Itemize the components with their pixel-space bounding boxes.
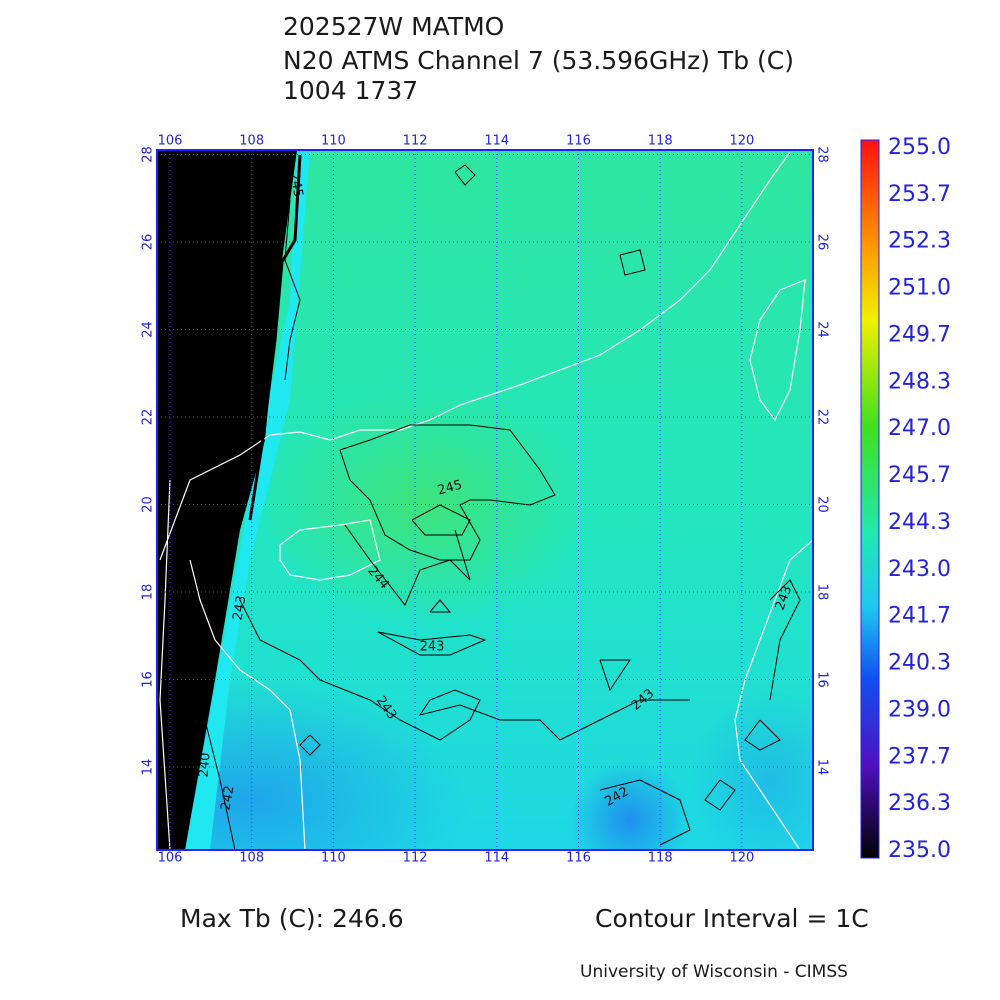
contour-label: 242 <box>218 784 237 811</box>
contour-label: 243 <box>420 640 445 655</box>
colorbar-label: 236.3 <box>888 791 951 816</box>
colorbar-label: 244.3 <box>888 510 951 535</box>
lat-label: 14 <box>815 759 830 776</box>
contour-interval: Contour Interval = 1C <box>595 904 869 933</box>
lat-label: 16 <box>815 671 830 688</box>
map-field <box>157 150 813 850</box>
lat-label: 28 <box>815 146 830 163</box>
contour-label: 240 <box>196 752 213 778</box>
max-tb: Max Tb (C): 246.6 <box>180 904 404 933</box>
lon-label: 120 <box>729 134 754 149</box>
lat-label: 18 <box>815 584 830 601</box>
lon-label: 106 <box>158 851 183 866</box>
lon-label: 108 <box>239 851 264 866</box>
lat-label: 22 <box>141 409 156 426</box>
lat-label: 26 <box>141 234 156 251</box>
lon-label: 116 <box>566 851 591 866</box>
title-line: 202527W MATMO <box>283 12 504 41</box>
map-frame <box>156 149 814 851</box>
lat-label: 18 <box>141 584 156 601</box>
lon-label: 118 <box>648 851 673 866</box>
lon-label: 110 <box>321 134 346 149</box>
contours <box>199 164 801 850</box>
credit: University of Wisconsin - CIMSS <box>580 962 848 982</box>
colorbar-label: 235.0 <box>888 838 951 863</box>
colorbar-label: 253.7 <box>888 182 951 207</box>
lat-label: 24 <box>141 321 156 338</box>
colorbar-label: 249.7 <box>888 322 951 347</box>
coastline <box>159 151 813 850</box>
lat-label: 20 <box>815 496 830 513</box>
colorbar-label: 237.7 <box>888 744 951 769</box>
contour-label: 245 <box>286 171 305 198</box>
lat-label: 20 <box>141 496 156 513</box>
lon-label: 112 <box>403 851 428 866</box>
title-line: 1004 1737 <box>283 76 418 105</box>
contour-label: 243 <box>230 594 249 621</box>
colorbar-label: 252.3 <box>888 229 951 254</box>
lon-label: 108 <box>239 134 264 149</box>
lat-label: 28 <box>141 146 156 163</box>
lon-label: 118 <box>648 134 673 149</box>
lon-label: 110 <box>321 851 346 866</box>
colorbar-label: 251.0 <box>888 276 951 301</box>
title-line: N20 ATMS Channel 7 (53.596GHz) Tb (C) <box>283 46 794 75</box>
colorbar-label: 240.3 <box>888 651 951 676</box>
colorbar-label: 239.0 <box>888 697 951 722</box>
lon-label: 120 <box>729 851 754 866</box>
lat-label: 24 <box>815 321 830 338</box>
colorbar-label: 243.0 <box>888 557 951 582</box>
lat-label: 22 <box>815 409 830 426</box>
lon-label: 116 <box>566 134 591 149</box>
colorbar-label: 248.3 <box>888 369 951 394</box>
colorbar-label: 245.7 <box>888 463 951 488</box>
colorbar-label: 241.7 <box>888 604 951 629</box>
graticule <box>157 150 813 850</box>
no-data <box>157 150 297 850</box>
colorbar-label: 255.0 <box>888 135 951 160</box>
lon-label: 106 <box>158 134 183 149</box>
lat-label: 16 <box>141 671 156 688</box>
contour-label: 245 <box>436 478 464 499</box>
lon-label: 112 <box>403 134 428 149</box>
lat-label: 14 <box>141 759 156 776</box>
colorbar-label: 247.0 <box>888 416 951 441</box>
lon-label: 114 <box>484 851 509 866</box>
colorbar <box>860 139 880 859</box>
lon-label: 114 <box>484 134 509 149</box>
lat-label: 26 <box>815 234 830 251</box>
